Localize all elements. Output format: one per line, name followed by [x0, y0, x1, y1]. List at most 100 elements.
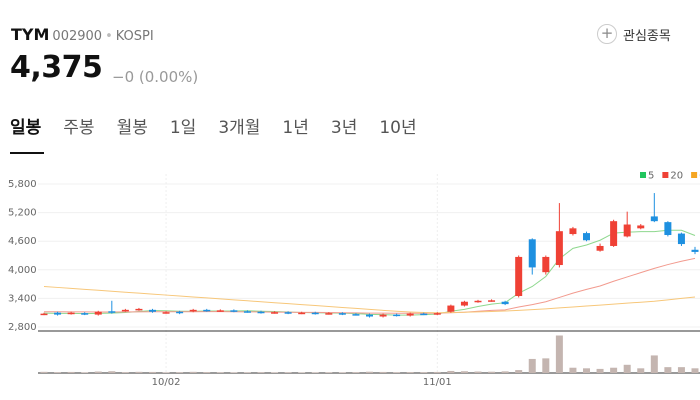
period-tabs: 일봉 주봉 월봉 1일 3개월 1년 3년 10년: [10, 113, 439, 138]
watch-button[interactable]: + 관심종목: [597, 24, 671, 44]
candle-body: [501, 301, 509, 305]
candle-body: [338, 313, 346, 315]
candle-body: [352, 314, 360, 316]
volume-bar: [162, 372, 170, 373]
legend-label: 5: [648, 171, 654, 182]
volume-bar: [257, 372, 265, 373]
volume-bar: [691, 368, 699, 373]
volume-bar: [40, 371, 48, 373]
period-tab[interactable]: 3년: [330, 118, 358, 138]
volume-bar: [501, 371, 509, 373]
volume-bar: [366, 371, 373, 373]
candle-body: [650, 216, 658, 222]
period-tab[interactable]: 3개월: [218, 118, 261, 138]
stock-code: 002900: [52, 29, 103, 44]
candle-body: [379, 314, 387, 317]
legend-swatch: [662, 172, 669, 178]
volume-bar: [189, 371, 197, 373]
volume-bar: [623, 364, 631, 373]
y-tick-label: 3,400: [8, 293, 37, 304]
stock-header: TYM 002900 • KOSPI: [11, 25, 154, 44]
period-tab[interactable]: 일봉: [10, 118, 42, 138]
candle-body: [81, 313, 89, 315]
market: KOSPI: [115, 29, 154, 44]
candle-body: [528, 239, 536, 268]
volume-bar: [460, 371, 468, 373]
candle-body: [257, 311, 265, 314]
volume-bar: [433, 371, 441, 373]
volume-bar: [420, 372, 428, 373]
volume-bar: [176, 372, 184, 373]
volume-bar: [54, 372, 62, 373]
candle-body: [149, 309, 156, 312]
stock-name: TYM: [11, 25, 50, 44]
y-tick-label: 4,000: [8, 265, 37, 276]
candle-body: [108, 311, 116, 313]
volume-bar: [81, 372, 89, 373]
candle-body: [460, 301, 468, 306]
volume-bar: [216, 372, 224, 373]
candle-body: [203, 309, 211, 312]
x-tick-label: 11/01: [423, 377, 452, 388]
candle-body: [596, 245, 604, 251]
chart-background: [0, 160, 700, 400]
candle-body: [271, 312, 279, 314]
volume-bar: [203, 372, 211, 373]
volume-bar: [542, 358, 550, 373]
volume-bar: [352, 372, 360, 373]
legend-label: 20: [670, 171, 683, 182]
volume-bar: [650, 355, 658, 373]
candle-body: [623, 224, 631, 237]
volume-bar: [325, 372, 333, 373]
volume-bar: [149, 371, 156, 373]
volume-bar: [108, 371, 116, 373]
candle-body: [162, 312, 170, 314]
candle-body: [393, 314, 401, 317]
volume-bar: [610, 367, 618, 373]
volume-bar: [311, 372, 319, 373]
candle-body: [40, 313, 48, 316]
candle-body: [311, 312, 319, 315]
candle-body: [664, 222, 672, 236]
volume-bar: [243, 372, 251, 373]
volume-bar: [447, 370, 455, 373]
candle-body: [135, 308, 143, 311]
volume-bar: [393, 372, 401, 373]
candle-body: [189, 309, 197, 312]
candle-body: [94, 311, 102, 315]
period-tab[interactable]: 주봉: [63, 118, 95, 138]
volume-bar: [596, 368, 604, 373]
candle-body: [284, 312, 292, 314]
watch-label: 관심종목: [623, 28, 671, 44]
volume-bar: [488, 371, 496, 373]
period-tab[interactable]: 1일: [169, 118, 197, 138]
period-tab[interactable]: 10년: [379, 118, 417, 138]
y-tick-label: 2,800: [8, 322, 37, 333]
period-tab[interactable]: 1년: [282, 118, 309, 138]
period-tab[interactable]: 월봉: [116, 118, 148, 138]
volume-bar: [271, 372, 279, 373]
candle-body: [54, 312, 62, 315]
volume-bar: [677, 367, 685, 373]
candle-body: [555, 231, 563, 266]
candle-body: [420, 313, 428, 316]
volume-bar: [298, 372, 306, 373]
candle-body: [474, 300, 482, 303]
candle-body: [243, 311, 251, 313]
price: 4,375: [10, 50, 103, 85]
price-change: −0 (0.00%): [112, 68, 199, 86]
y-tick-label: 5,200: [8, 208, 37, 219]
candle-body: [515, 256, 523, 297]
x-tick-label: 10/02: [152, 377, 181, 388]
volume-bar: [135, 371, 143, 373]
candle-body: [406, 313, 414, 316]
volume-bar: [284, 372, 292, 373]
candle-body: [691, 249, 699, 252]
y-tick-label: 5,800: [8, 179, 37, 190]
separator: •: [105, 29, 113, 44]
chart: 2,800 3,400 4,000 4,600 5,200 5,800 10/02 11/01…: [0, 160, 700, 400]
volume-bar: [230, 372, 238, 373]
y-tick-label: 4,600: [8, 236, 37, 247]
candle-body: [637, 225, 645, 229]
